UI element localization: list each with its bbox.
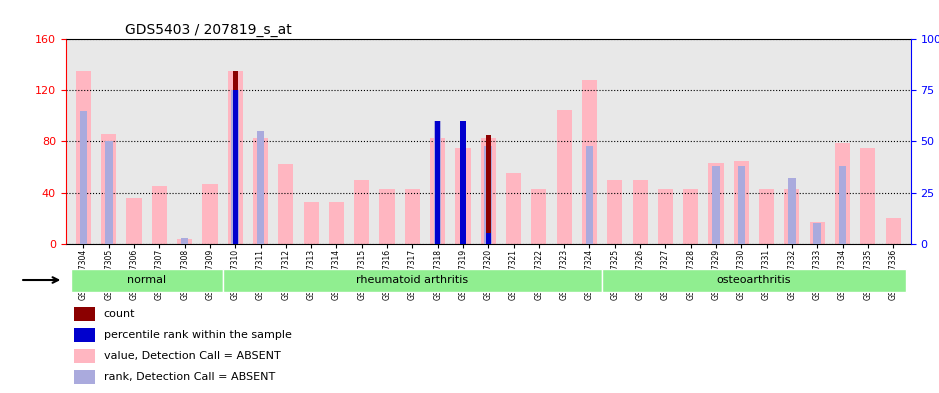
Bar [586, 145, 593, 244]
Text: count: count [104, 309, 135, 319]
Bar [860, 148, 875, 244]
Bar [74, 370, 96, 384]
Bar [101, 134, 116, 244]
Text: normal: normal [127, 275, 166, 285]
Bar [737, 166, 746, 244]
Bar [455, 148, 470, 244]
Bar [485, 233, 491, 244]
Bar [405, 189, 420, 244]
Bar [784, 189, 799, 244]
Bar [233, 90, 238, 244]
Text: GDS5403 / 207819_s_at: GDS5403 / 207819_s_at [125, 23, 292, 37]
Bar [74, 307, 96, 321]
Bar [303, 202, 318, 244]
Bar [460, 135, 466, 244]
Bar [839, 166, 846, 244]
Bar [354, 180, 369, 244]
Text: rank, Detection Call = ABSENT: rank, Detection Call = ABSENT [104, 372, 275, 382]
Bar [127, 198, 142, 244]
Bar [733, 161, 749, 244]
Bar [227, 71, 243, 244]
Bar [233, 71, 238, 244]
Bar [582, 80, 597, 244]
Bar [460, 121, 466, 244]
Bar [76, 71, 91, 244]
Bar [177, 239, 192, 244]
Bar [481, 138, 496, 244]
Bar [759, 189, 774, 244]
Bar [181, 237, 189, 244]
Bar [608, 180, 623, 244]
Bar [683, 189, 699, 244]
Bar [485, 145, 492, 244]
Text: osteoarthritis: osteoarthritis [716, 275, 792, 285]
Bar [506, 173, 521, 244]
Bar [74, 328, 96, 342]
Bar [708, 163, 724, 244]
Bar [658, 189, 673, 244]
Bar [278, 164, 294, 244]
Bar [105, 141, 113, 244]
FancyBboxPatch shape [223, 268, 602, 292]
Bar [379, 189, 394, 244]
Text: rheumatoid arthritis: rheumatoid arthritis [356, 275, 469, 285]
Bar [813, 223, 821, 244]
Bar [809, 222, 824, 244]
Bar [788, 178, 795, 244]
Bar [485, 135, 491, 244]
Bar [256, 131, 265, 244]
Text: percentile rank within the sample: percentile rank within the sample [104, 330, 292, 340]
Bar [557, 110, 572, 244]
Bar [835, 143, 850, 244]
Bar [531, 189, 546, 244]
Bar [152, 186, 167, 244]
Bar [435, 121, 440, 244]
Bar [329, 202, 344, 244]
Bar [203, 184, 218, 244]
Bar [231, 90, 239, 244]
Bar [885, 218, 901, 244]
FancyBboxPatch shape [70, 268, 223, 292]
Bar [712, 166, 720, 244]
Bar [633, 180, 648, 244]
FancyBboxPatch shape [602, 268, 906, 292]
Bar [434, 121, 441, 244]
Text: value, Detection Call = ABSENT: value, Detection Call = ABSENT [104, 351, 281, 361]
Bar [80, 111, 87, 244]
Bar [430, 138, 445, 244]
Bar [74, 349, 96, 363]
Bar [253, 138, 269, 244]
Bar [435, 135, 440, 244]
